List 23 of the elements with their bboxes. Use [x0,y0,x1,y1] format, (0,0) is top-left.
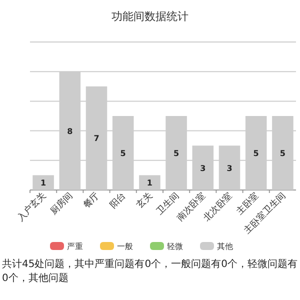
data-label: 5 [253,149,260,158]
legend-label: 一般 [117,242,133,251]
x-tick-label: 餐厅 [81,190,102,211]
data-label: 5 [120,149,126,158]
data-label: 1 [40,178,47,188]
legend-label: 严重 [67,242,83,251]
chart-title: 功能间数据统计 [112,10,188,23]
x-tick-label: 厨房间 [48,190,76,218]
data-label: 5 [174,149,180,158]
data-label: 5 [280,149,286,158]
data-label: 7 [94,134,100,144]
data-label: 1 [146,178,153,188]
bar [139,175,160,190]
data-label: 3 [200,164,206,173]
bar [32,175,54,190]
x-tick-label: 阳台 [108,190,128,211]
text: 共计45处问题，其中严重问题有0个，一般问题有0个，轻微问题有0个，其他问题 [2,258,298,286]
x-tick-label: 入户玄关 [15,190,48,224]
legend-label: 轻微 [167,242,183,251]
legend-label: 其他 [217,242,233,251]
data-label: 3 [226,164,232,173]
x-tick-label: 玄关 [134,190,155,211]
data-label: 8 [67,126,74,136]
